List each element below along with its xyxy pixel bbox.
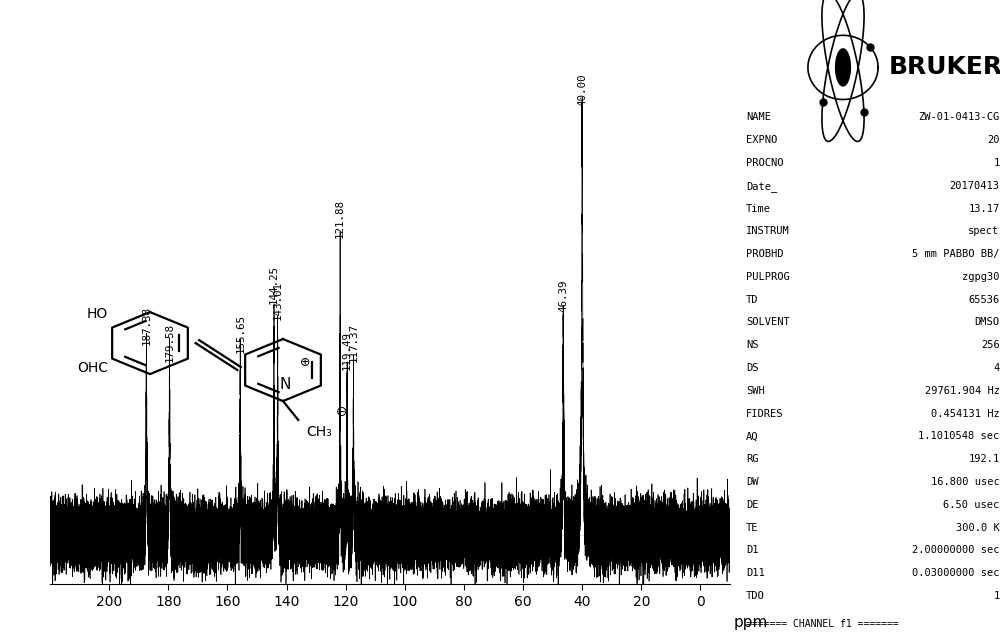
Text: TDO: TDO [746, 591, 765, 601]
Text: 20170413: 20170413 [950, 181, 1000, 191]
Text: PULPROG: PULPROG [746, 272, 790, 282]
Text: 65536: 65536 [968, 295, 1000, 305]
Text: 40.00: 40.00 [577, 73, 587, 106]
Text: BRUKER: BRUKER [889, 55, 1000, 80]
Text: 1: 1 [993, 158, 1000, 168]
Text: 144.25: 144.25 [269, 265, 279, 304]
Text: RG: RG [746, 455, 758, 464]
Text: EXPNO: EXPNO [746, 135, 777, 145]
Text: DMSO: DMSO [975, 317, 1000, 327]
Text: spect: spect [968, 227, 1000, 236]
Text: 1.1010548 sec: 1.1010548 sec [918, 431, 1000, 442]
Text: FIDRES: FIDRES [746, 409, 783, 419]
Text: ppm: ppm [733, 615, 768, 630]
Text: OHC: OHC [77, 361, 108, 376]
Text: TE: TE [746, 523, 758, 533]
Text: 46.39: 46.39 [558, 279, 568, 312]
Text: zgpg30: zgpg30 [962, 272, 1000, 282]
Text: PROBHD: PROBHD [746, 249, 783, 259]
Text: NAME: NAME [746, 112, 771, 123]
Text: 119.49: 119.49 [342, 331, 352, 370]
Text: 187.38: 187.38 [141, 306, 151, 345]
Text: 155.65: 155.65 [235, 315, 245, 353]
Text: D11: D11 [746, 568, 765, 578]
Text: 300.0 K: 300.0 K [956, 523, 1000, 533]
Text: N: N [279, 376, 291, 392]
Text: PROCNO: PROCNO [746, 158, 783, 168]
Text: INSTRUM: INSTRUM [746, 227, 790, 236]
Text: 4: 4 [993, 363, 1000, 373]
Text: 143.01: 143.01 [273, 281, 283, 320]
Polygon shape [835, 48, 851, 87]
Text: AQ: AQ [746, 431, 758, 442]
Text: CH₃: CH₃ [306, 425, 332, 439]
Text: SWH: SWH [746, 386, 765, 396]
Text: ======= CHANNEL f1 =======: ======= CHANNEL f1 ======= [746, 619, 899, 629]
Text: ⊖: ⊖ [336, 405, 348, 419]
Text: 5 mm PABBO BB/: 5 mm PABBO BB/ [912, 249, 1000, 259]
Text: 0.03000000 sec: 0.03000000 sec [912, 568, 1000, 578]
Text: 2.00000000 sec: 2.00000000 sec [912, 546, 1000, 555]
Text: 29761.904 Hz: 29761.904 Hz [925, 386, 1000, 396]
Text: 1: 1 [993, 591, 1000, 601]
Text: DE: DE [746, 499, 758, 510]
Text: HO: HO [87, 307, 108, 321]
Text: 0.454131 Hz: 0.454131 Hz [931, 409, 1000, 419]
Text: 192.1: 192.1 [968, 455, 1000, 464]
Text: D1: D1 [746, 546, 758, 555]
Text: 256: 256 [981, 340, 1000, 351]
Text: SOLVENT: SOLVENT [746, 317, 790, 327]
Text: TD: TD [746, 295, 758, 305]
Text: DW: DW [746, 477, 758, 487]
Text: 20: 20 [987, 135, 1000, 145]
Text: 121.88: 121.88 [335, 199, 345, 238]
Text: Time: Time [746, 204, 771, 214]
Text: 13.17: 13.17 [968, 204, 1000, 214]
Text: 179.58: 179.58 [165, 322, 175, 361]
Text: 117.37: 117.37 [348, 322, 358, 361]
Text: ⊕: ⊕ [300, 356, 310, 369]
Text: 16.800 usec: 16.800 usec [931, 477, 1000, 487]
Text: Date_: Date_ [746, 181, 777, 191]
Text: NS: NS [746, 340, 758, 351]
Text: DS: DS [746, 363, 758, 373]
Text: ZW-01-0413-CG: ZW-01-0413-CG [918, 112, 1000, 123]
Text: 6.50 usec: 6.50 usec [943, 499, 1000, 510]
